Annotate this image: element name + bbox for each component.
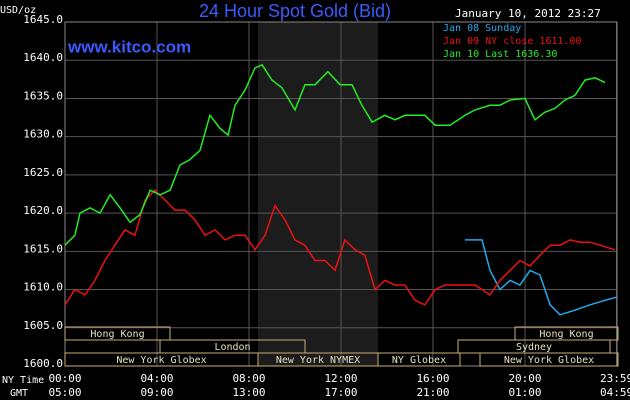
y-tick-label: 1630.0 — [23, 128, 63, 141]
series-line — [465, 239, 617, 316]
y-tick-label: 1605.0 — [23, 319, 63, 332]
y-tick-label: 1645.0 — [23, 13, 63, 26]
x-tick-label: 16:00 — [416, 372, 449, 385]
x-tick-label: 00:00 — [48, 372, 81, 385]
x-tick-label: 20:00 — [508, 372, 541, 385]
x-tick-label: 08:00 — [232, 372, 265, 385]
session-label: New York Globex — [116, 355, 206, 366]
session-label: Hong Kong — [539, 329, 593, 340]
x-tick-label: 13:00 — [232, 386, 265, 399]
session-label: Hong Kong — [90, 329, 144, 340]
x-row-label: GMT — [10, 388, 28, 399]
y-tick-label: 1620.0 — [23, 204, 63, 217]
x-tick-label: 04:00 — [140, 372, 173, 385]
chart-title: 24 Hour Spot Gold (Bid) — [199, 1, 391, 21]
x-tick-label: 17:00 — [324, 386, 357, 399]
session-label: Sydney — [516, 342, 552, 353]
session-label: New York NYMEX — [276, 355, 360, 366]
y-tick-label: 1610.0 — [23, 281, 63, 294]
session-box — [479, 352, 619, 367]
y-tick-label: 1615.0 — [23, 242, 63, 255]
x-tick-label: 12:00 — [324, 372, 357, 385]
legend-label: Jan 08 Sunday — [443, 23, 521, 34]
x-row-label: NY Time — [2, 375, 44, 386]
y-axis-label: USD/oz — [0, 5, 36, 16]
session-box — [514, 326, 619, 341]
shaded-session — [258, 22, 378, 366]
x-tick-label: 09:00 — [140, 386, 173, 399]
timestamp: January 10, 2012 23:27 — [455, 7, 601, 20]
x-tick-label: 23:59 — [600, 372, 630, 385]
session-box — [377, 352, 461, 367]
x-tick-label: 21:00 — [416, 386, 449, 399]
series-line — [64, 63, 606, 246]
x-tick-label: 04:59 — [600, 386, 630, 399]
session-label: New York Globex — [504, 355, 594, 366]
y-tick-label: 1600.0 — [23, 357, 63, 370]
session-label: NY Globex — [392, 355, 446, 366]
y-tick-label: 1635.0 — [23, 89, 63, 102]
legend-label: Jan 10 Last 1636.30 — [443, 49, 557, 60]
x-tick-label: 01:00 — [508, 386, 541, 399]
y-tick-label: 1625.0 — [23, 166, 63, 179]
legend-label: Jan 09 NY close 1611.00 — [443, 36, 581, 47]
x-tick-label: 05:00 — [48, 386, 81, 399]
source: www.kitco.com — [67, 37, 191, 56]
session-box — [64, 326, 171, 341]
session-label: London — [214, 342, 250, 353]
y-tick-label: 1640.0 — [23, 51, 63, 64]
